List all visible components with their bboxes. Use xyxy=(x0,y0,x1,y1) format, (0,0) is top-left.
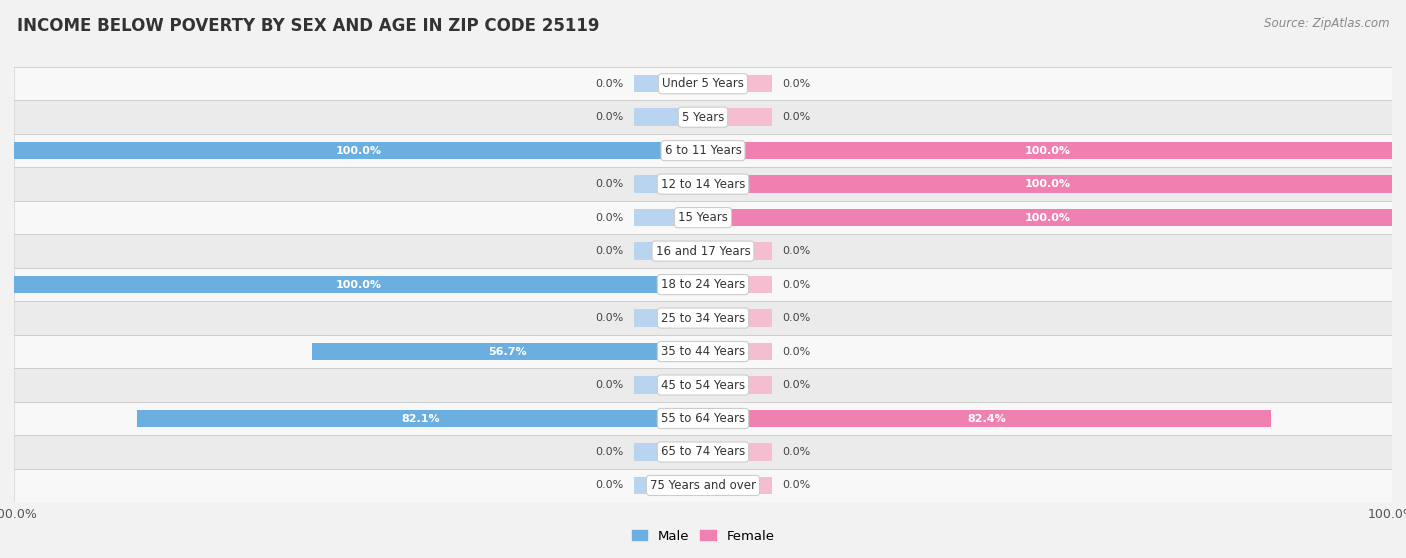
Text: 16 and 17 Years: 16 and 17 Years xyxy=(655,244,751,258)
Text: 0.0%: 0.0% xyxy=(782,280,810,290)
Text: 0.0%: 0.0% xyxy=(596,313,624,323)
Text: 56.7%: 56.7% xyxy=(488,347,527,357)
Text: 0.0%: 0.0% xyxy=(596,246,624,256)
Text: 0.0%: 0.0% xyxy=(782,347,810,357)
Bar xyxy=(14,435,1392,469)
Text: 0.0%: 0.0% xyxy=(596,112,624,122)
Bar xyxy=(634,443,703,461)
Bar xyxy=(703,108,772,126)
Bar xyxy=(14,201,1392,234)
Bar xyxy=(14,167,1392,201)
Text: 0.0%: 0.0% xyxy=(782,112,810,122)
Bar xyxy=(14,234,1392,268)
Text: 100.0%: 100.0% xyxy=(336,146,381,156)
Text: 35 to 44 Years: 35 to 44 Years xyxy=(661,345,745,358)
Text: 0.0%: 0.0% xyxy=(596,213,624,223)
Text: 0.0%: 0.0% xyxy=(782,79,810,89)
Bar xyxy=(14,402,1392,435)
Bar xyxy=(703,209,1392,227)
Bar xyxy=(703,376,772,394)
Bar xyxy=(634,376,703,394)
Bar xyxy=(634,175,703,193)
Legend: Male, Female: Male, Female xyxy=(626,525,780,548)
Text: 82.1%: 82.1% xyxy=(401,413,440,424)
Text: 100.0%: 100.0% xyxy=(1025,179,1070,189)
Text: 0.0%: 0.0% xyxy=(596,380,624,390)
Bar xyxy=(14,368,1392,402)
Bar xyxy=(14,301,1392,335)
Text: 0.0%: 0.0% xyxy=(596,79,624,89)
Text: 0.0%: 0.0% xyxy=(782,246,810,256)
Text: 0.0%: 0.0% xyxy=(782,480,810,490)
Text: 82.4%: 82.4% xyxy=(967,413,1007,424)
Text: 0.0%: 0.0% xyxy=(596,447,624,457)
Text: 5 Years: 5 Years xyxy=(682,110,724,124)
Bar xyxy=(14,276,703,294)
Bar xyxy=(14,335,1392,368)
Text: 0.0%: 0.0% xyxy=(782,380,810,390)
Bar xyxy=(634,309,703,327)
Bar xyxy=(703,477,772,494)
Text: Source: ZipAtlas.com: Source: ZipAtlas.com xyxy=(1264,17,1389,30)
Text: 55 to 64 Years: 55 to 64 Years xyxy=(661,412,745,425)
Bar xyxy=(634,75,703,93)
Text: 100.0%: 100.0% xyxy=(1025,146,1070,156)
Text: 25 to 34 Years: 25 to 34 Years xyxy=(661,311,745,325)
Bar xyxy=(14,100,1392,134)
Bar xyxy=(312,343,703,360)
Text: 45 to 54 Years: 45 to 54 Years xyxy=(661,378,745,392)
Bar xyxy=(703,142,1392,160)
Bar xyxy=(703,443,772,461)
Bar xyxy=(14,268,1392,301)
Bar xyxy=(703,309,772,327)
Text: 12 to 14 Years: 12 to 14 Years xyxy=(661,177,745,191)
Text: 0.0%: 0.0% xyxy=(782,313,810,323)
Bar xyxy=(634,477,703,494)
Text: 65 to 74 Years: 65 to 74 Years xyxy=(661,445,745,459)
Bar xyxy=(703,410,1271,427)
Bar xyxy=(14,469,1392,502)
Bar xyxy=(703,276,772,294)
Text: 75 Years and over: 75 Years and over xyxy=(650,479,756,492)
Bar xyxy=(14,142,703,160)
Bar xyxy=(703,175,1392,193)
Text: 6 to 11 Years: 6 to 11 Years xyxy=(665,144,741,157)
Text: 0.0%: 0.0% xyxy=(596,179,624,189)
Text: 15 Years: 15 Years xyxy=(678,211,728,224)
Bar xyxy=(138,410,703,427)
Bar xyxy=(14,67,1392,100)
Text: Under 5 Years: Under 5 Years xyxy=(662,77,744,90)
Text: 0.0%: 0.0% xyxy=(596,480,624,490)
Bar xyxy=(703,343,772,360)
Text: 100.0%: 100.0% xyxy=(1025,213,1070,223)
Text: INCOME BELOW POVERTY BY SEX AND AGE IN ZIP CODE 25119: INCOME BELOW POVERTY BY SEX AND AGE IN Z… xyxy=(17,17,599,35)
Bar xyxy=(14,134,1392,167)
Bar xyxy=(634,242,703,260)
Bar xyxy=(634,209,703,227)
Text: 18 to 24 Years: 18 to 24 Years xyxy=(661,278,745,291)
Bar xyxy=(634,108,703,126)
Bar xyxy=(703,242,772,260)
Text: 0.0%: 0.0% xyxy=(782,447,810,457)
Bar xyxy=(703,75,772,93)
Text: 100.0%: 100.0% xyxy=(336,280,381,290)
